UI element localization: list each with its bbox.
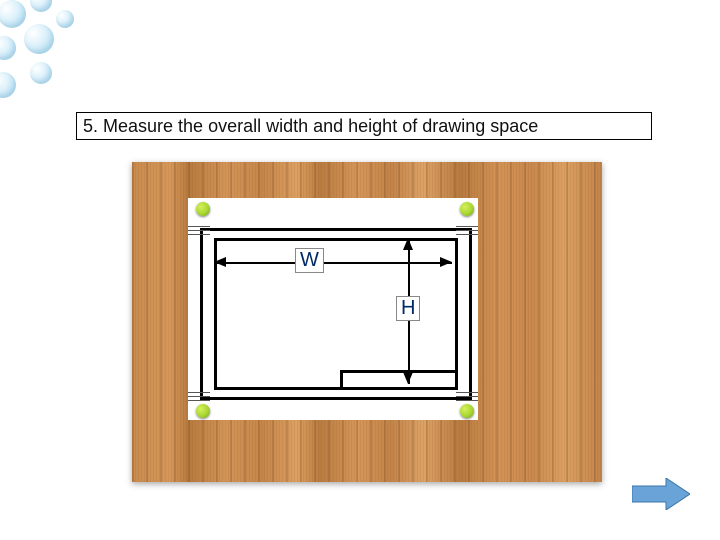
drawing-inner-border	[214, 238, 458, 390]
title-block-box	[340, 370, 458, 390]
slide-stage: 5. Measure the overall width and height …	[0, 0, 720, 540]
wood-board: W H	[132, 162, 602, 482]
dimension-width-line	[214, 262, 452, 264]
next-button[interactable]	[632, 478, 690, 510]
dimension-width-label: W	[295, 248, 324, 273]
arrowhead-right-icon	[440, 257, 452, 267]
water-bubbles-decoration	[0, 0, 110, 120]
instruction-title-text: 5. Measure the overall width and height …	[83, 116, 538, 137]
arrowhead-up-icon	[403, 238, 413, 250]
arrowhead-left-icon	[214, 257, 226, 267]
arrowhead-down-icon	[403, 372, 413, 384]
next-arrow-icon	[632, 478, 690, 510]
dimension-height-label: H	[396, 296, 420, 321]
instruction-title-box: 5. Measure the overall width and height …	[76, 112, 652, 140]
